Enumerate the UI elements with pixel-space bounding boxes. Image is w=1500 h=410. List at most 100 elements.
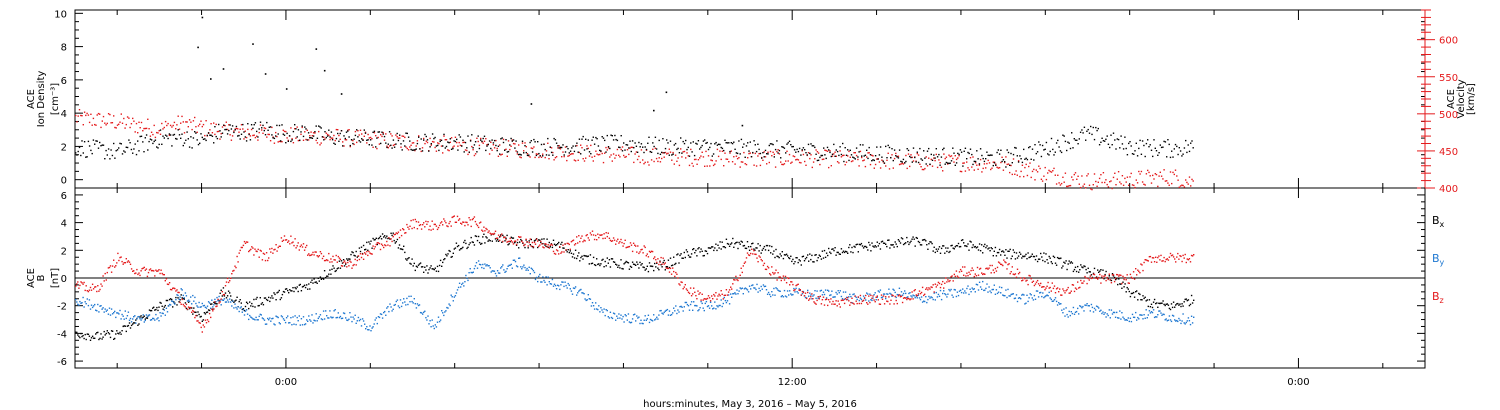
- data-point-ion-density: [126, 146, 129, 149]
- data-point-bx: [444, 258, 446, 260]
- data-point-ion-density: [687, 146, 689, 149]
- data-point-bz: [109, 265, 112, 267]
- data-point-bz: [386, 240, 388, 243]
- data-point-ion-density: [909, 155, 911, 158]
- data-point-ion-density: [824, 154, 826, 156]
- data-point-bx: [539, 239, 541, 241]
- data-point-bx: [298, 284, 300, 286]
- data-point-bz: [356, 259, 358, 262]
- data-point-bx: [436, 265, 439, 268]
- data-point-by: [635, 320, 637, 322]
- data-point-ion-density: [962, 165, 964, 167]
- data-point-by: [449, 304, 451, 307]
- data-point-bx: [184, 302, 187, 304]
- data-point-bx: [1082, 266, 1084, 269]
- data-point-bx: [1156, 302, 1158, 304]
- data-point-ion-density: [226, 133, 229, 135]
- data-point-bx: [566, 251, 568, 253]
- data-point-bz: [894, 295, 896, 298]
- data-point-by: [601, 309, 603, 311]
- data-point-bx: [764, 249, 767, 251]
- data-point-ion-density: [983, 160, 986, 163]
- data-point-bx: [367, 249, 369, 251]
- data-point-by: [445, 310, 447, 312]
- data-point-ion-density: [1157, 154, 1159, 156]
- data-point-velocity: [895, 152, 897, 155]
- data-point-bx: [80, 332, 82, 335]
- data-point-velocity: [902, 163, 905, 165]
- data-point-bx: [275, 299, 277, 301]
- data-point-bx: [882, 242, 885, 244]
- data-point-bz: [920, 291, 923, 294]
- data-point-ion-density: [275, 135, 277, 137]
- data-point-velocity: [120, 113, 122, 115]
- data-point-by: [717, 306, 719, 308]
- data-point-bz: [534, 243, 537, 245]
- data-point-by: [1149, 312, 1152, 314]
- data-point-bz: [414, 218, 416, 221]
- data-point-bx: [752, 242, 754, 244]
- data-point-bx: [265, 298, 268, 301]
- data-point-velocity: [180, 122, 182, 124]
- data-point-by: [720, 299, 722, 301]
- data-point-bx: [145, 317, 148, 319]
- data-point-velocity: [1064, 172, 1067, 174]
- data-point-velocity: [1144, 184, 1146, 186]
- data-point-ion-density: [306, 139, 308, 141]
- data-point-ion-density: [300, 131, 302, 133]
- data-point-bx: [434, 267, 436, 269]
- data-point-bx: [610, 258, 613, 260]
- data-point-velocity: [985, 167, 987, 169]
- data-point-bx: [951, 244, 953, 247]
- data-point-bz: [90, 289, 93, 291]
- data-point-velocity: [482, 142, 484, 144]
- data-point-by: [1003, 294, 1005, 297]
- data-point-bz: [933, 291, 935, 293]
- data-point-velocity: [1087, 173, 1089, 175]
- data-point-velocity: [393, 143, 396, 146]
- data-point-bx: [887, 239, 889, 241]
- data-point-velocity: [353, 143, 355, 146]
- data-point-bz: [900, 295, 903, 297]
- data-point-by: [141, 317, 143, 320]
- data-point-ion-density: [1149, 144, 1151, 146]
- data-point-velocity: [76, 121, 78, 123]
- data-point-velocity: [618, 154, 620, 156]
- data-point-ion-density: [280, 140, 282, 142]
- data-point-bx: [1107, 277, 1109, 280]
- data-point-ion-density: [855, 147, 858, 149]
- data-point-bx: [692, 248, 694, 251]
- data-point-by: [560, 284, 562, 286]
- data-point-bx: [981, 244, 983, 246]
- data-point-by: [714, 301, 716, 303]
- data-point-by: [358, 319, 361, 322]
- data-point-velocity: [1069, 184, 1072, 187]
- data-point-bz: [176, 289, 178, 291]
- data-point-velocity: [1028, 165, 1030, 168]
- data-point-bz: [79, 284, 81, 287]
- data-point-velocity: [304, 131, 306, 133]
- data-point-bz: [327, 259, 329, 262]
- top-panel-points: [75, 16, 1194, 191]
- data-point-bx: [1157, 306, 1159, 308]
- data-point-bx: [541, 238, 543, 240]
- data-point-bz: [253, 254, 255, 256]
- data-point-bz: [260, 250, 262, 252]
- data-point-bz: [788, 277, 790, 280]
- data-point-by: [776, 288, 778, 290]
- data-point-velocity: [1085, 187, 1087, 189]
- data-point-bz: [82, 283, 84, 285]
- data-point-bz: [373, 248, 375, 250]
- data-point-velocity: [376, 147, 378, 150]
- data-point-bx: [821, 250, 824, 252]
- data-point-by: [590, 305, 593, 307]
- data-point-by: [1172, 315, 1175, 317]
- data-point-bx: [841, 251, 844, 254]
- data-point-by: [869, 293, 871, 295]
- data-point-bx: [95, 333, 97, 335]
- data-point-bz: [235, 266, 237, 269]
- data-point-bx: [330, 273, 332, 275]
- data-point-bx: [1005, 249, 1007, 251]
- data-point-bx: [988, 247, 990, 249]
- data-point-ion-density: [454, 140, 457, 143]
